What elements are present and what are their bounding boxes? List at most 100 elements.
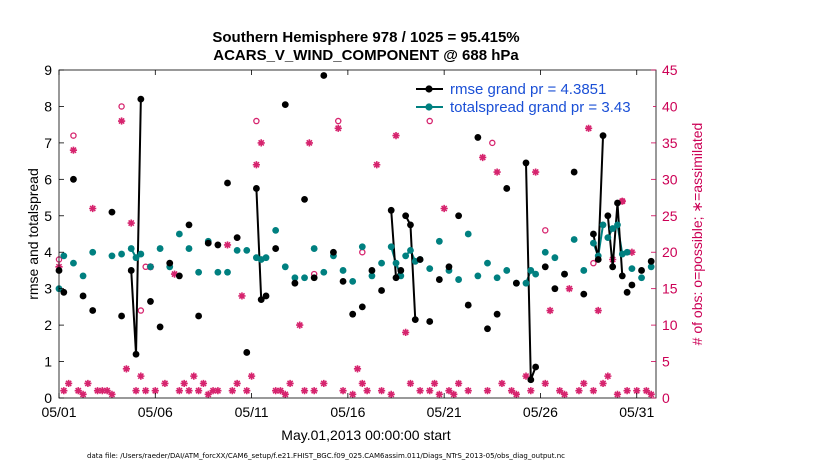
- obs-assimilated-marker: [79, 390, 87, 398]
- obs-assimilated-marker: [185, 387, 193, 395]
- rmse-point: [70, 175, 77, 183]
- spread-point: [474, 272, 482, 280]
- y-tick-label-right: 0: [662, 390, 670, 406]
- plot-frame: [59, 70, 656, 398]
- obs-assimilated-marker: [445, 387, 453, 395]
- spread-point: [522, 279, 530, 287]
- obs-assimilated-marker: [594, 306, 602, 315]
- spread-point: [301, 274, 308, 282]
- rmse-point: [392, 274, 400, 282]
- legend-rmse-marker: [425, 85, 433, 93]
- obs-assimilated-marker: [122, 365, 131, 373]
- rmse-point: [272, 245, 280, 252]
- rmse-point: [387, 206, 395, 214]
- legend-box: [413, 79, 653, 117]
- spread-point: [214, 268, 222, 276]
- obs-assimilated-marker: [175, 387, 183, 395]
- y-tick-label-left: 9: [44, 62, 52, 78]
- rmse-point: [609, 263, 617, 271]
- spread-point: [310, 245, 318, 252]
- obs-assimilated-marker: [300, 387, 309, 395]
- spread-point: [435, 237, 443, 245]
- obs-assimilated-marker: [493, 168, 501, 176]
- spread-point: [291, 274, 299, 282]
- obs-assimilated-marker: [349, 390, 357, 398]
- obs-assimilated-marker: [151, 387, 159, 395]
- x-tick-label: 05/26: [523, 404, 558, 420]
- spread-point: [89, 248, 97, 256]
- spread-point: [320, 268, 328, 276]
- y-tick-label-left: 6: [44, 171, 52, 187]
- spread-point: [147, 263, 154, 271]
- obs-assimilated-marker: [233, 379, 241, 388]
- spread-point: [358, 243, 366, 251]
- y-tick-label-left: 5: [44, 208, 52, 224]
- spread-point: [243, 247, 251, 254]
- spread-point: [224, 268, 231, 276]
- y-axis-label-right: # of obs: o=possible; ∗=assimilated: [689, 123, 705, 346]
- obs-assimilated-marker: [180, 379, 188, 388]
- obs-assimilated-marker: [430, 379, 439, 388]
- obs-assimilated-marker: [541, 379, 549, 388]
- rmse-point: [580, 290, 588, 298]
- obs-assimilated-marker: [65, 379, 73, 388]
- spread-point: [407, 247, 414, 254]
- rmse-point: [628, 281, 636, 289]
- x-tick-label: 05/21: [427, 404, 462, 420]
- rmse-point: [551, 285, 559, 293]
- obs-assimilated-marker: [623, 387, 631, 395]
- obs-assimilated-marker: [633, 387, 641, 395]
- obs-assimilated-marker: [464, 387, 472, 395]
- rmse-point: [455, 212, 463, 220]
- obs-assimilated-marker: [377, 387, 386, 395]
- obs-assimilated-marker: [98, 387, 106, 395]
- rmse-point: [147, 298, 154, 305]
- obs-assimilated-marker: [416, 387, 424, 395]
- obs-assimilated-marker: [137, 372, 145, 380]
- spread-point: [60, 252, 68, 260]
- spread-point: [570, 236, 578, 243]
- rmse-point: [156, 323, 164, 331]
- obs-assimilated-marker: [565, 285, 573, 293]
- chart-title-line1: Southern Hemisphere 978 / 1025 = 95.415%: [212, 29, 519, 46]
- rmse-point: [185, 221, 193, 229]
- spread-point: [339, 267, 347, 274]
- rmse-point: [527, 376, 535, 384]
- obs-assimilated-marker: [642, 387, 650, 395]
- obs-assimilated-marker: [103, 387, 111, 395]
- rmse-point: [281, 101, 289, 109]
- obs-assimilated-marker: [281, 390, 289, 398]
- rmse-point: [79, 292, 87, 300]
- legend-spread-marker: [425, 103, 433, 111]
- spread-point: [402, 252, 410, 260]
- obs-assimilated-marker: [560, 390, 569, 398]
- obs-assimilated-marker: [363, 387, 371, 395]
- rmse-point: [195, 312, 203, 320]
- obs-assimilated-marker: [527, 387, 535, 395]
- obs-assimilated-marker: [190, 372, 198, 380]
- spread-point: [281, 263, 289, 271]
- spread-point: [272, 226, 280, 234]
- rmse-point: [561, 270, 568, 278]
- rmse-point: [435, 276, 443, 283]
- obs-assimilated-marker: [618, 197, 626, 205]
- spread-point: [175, 230, 183, 238]
- rmse-point: [339, 277, 347, 285]
- x-tick-label: 05/11: [235, 404, 269, 420]
- rmse-point: [623, 288, 631, 296]
- rmse-point: [522, 159, 530, 167]
- obs-assimilated-marker: [613, 390, 622, 398]
- obs-assimilated-marker: [252, 161, 260, 169]
- rmse-point: [166, 259, 174, 267]
- rmse-point: [262, 292, 270, 300]
- rmse-point: [291, 279, 299, 287]
- spread-point: [464, 230, 472, 238]
- obs-assimilated-marker: [214, 387, 222, 395]
- rmse-point: [493, 310, 501, 318]
- obs-assimilated-marker: [450, 390, 458, 398]
- spread-point: [392, 259, 400, 267]
- rmse-point: [397, 267, 405, 274]
- obs-assimilated-marker: [334, 124, 342, 132]
- rmse-point: [474, 134, 482, 141]
- obs-assimilated-marker: [392, 132, 400, 140]
